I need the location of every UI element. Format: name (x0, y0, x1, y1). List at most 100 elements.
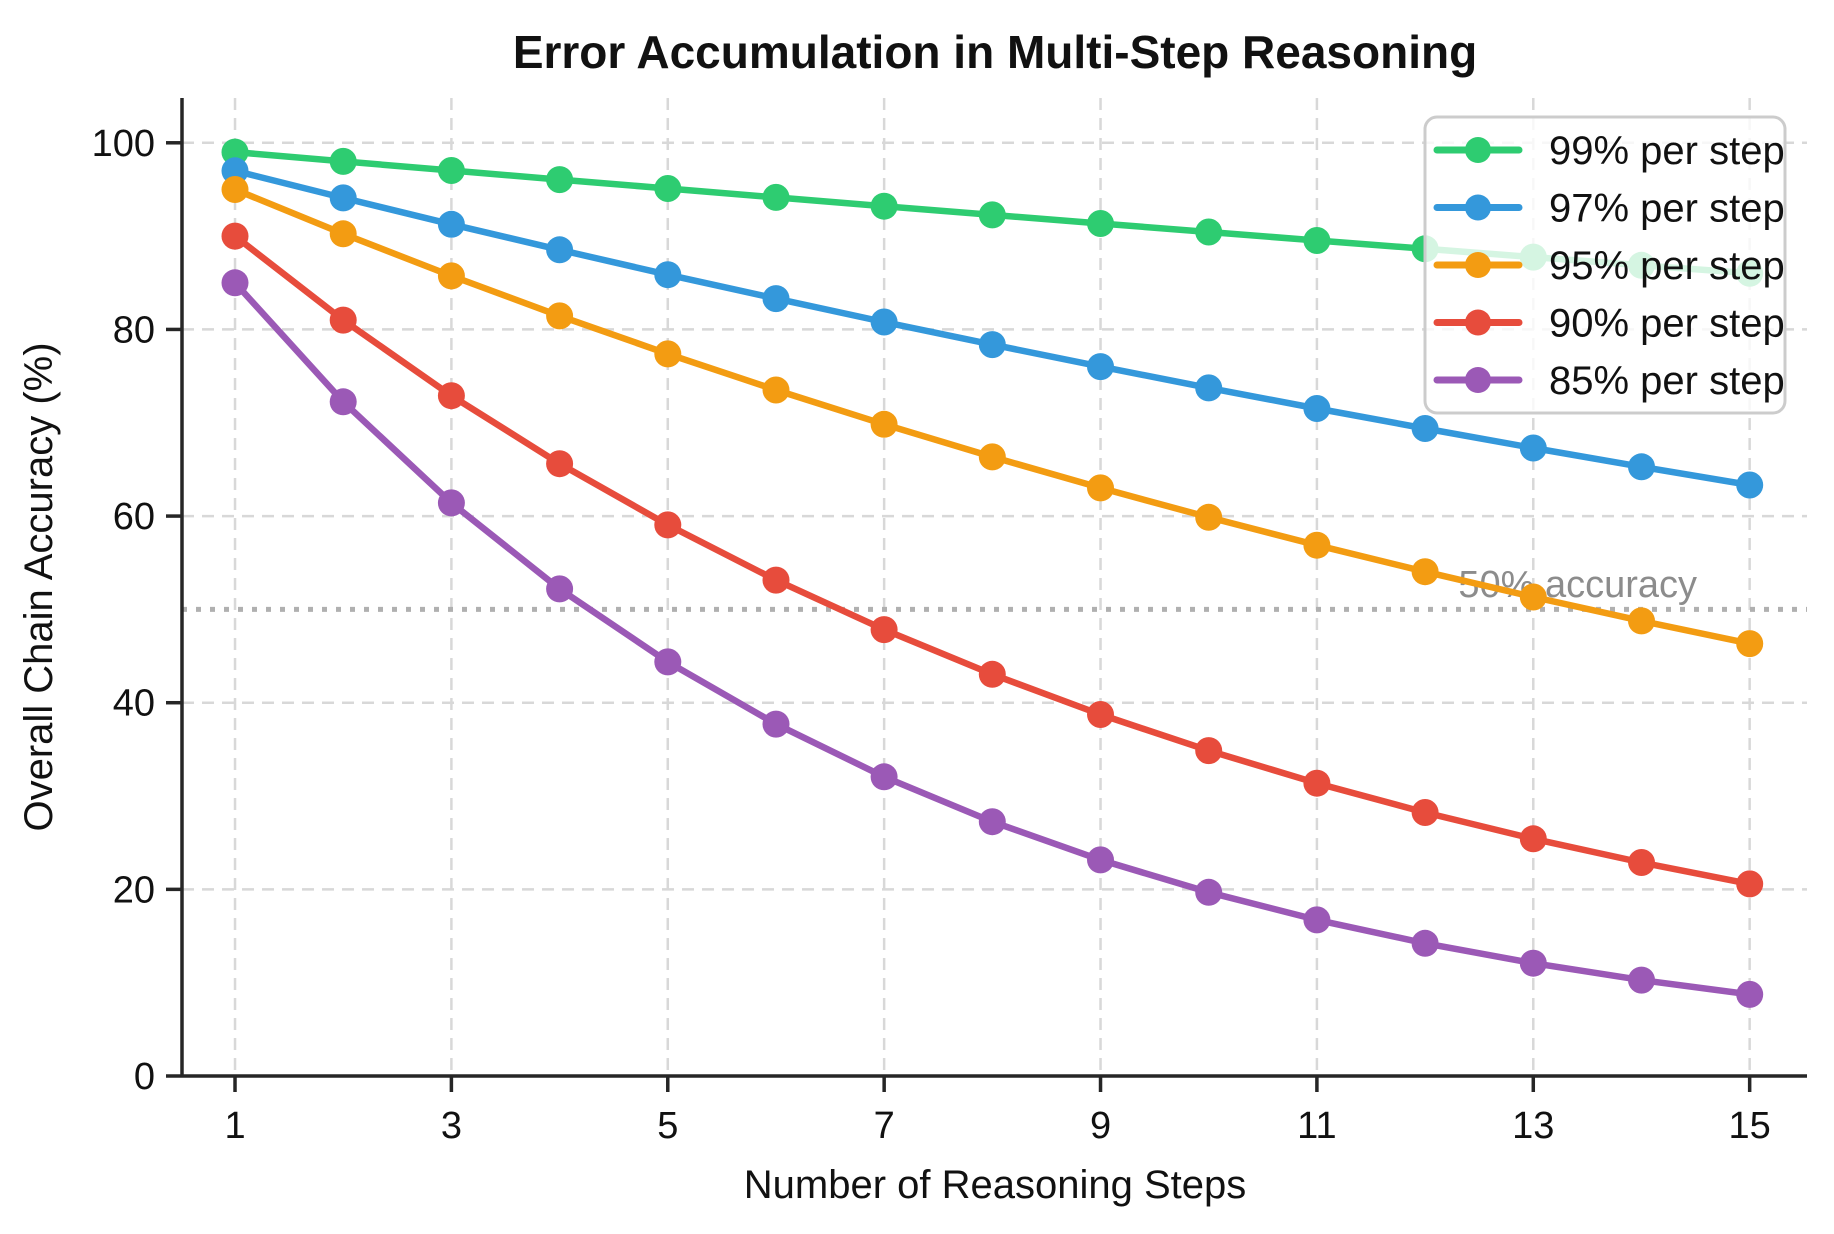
data-point (329, 147, 357, 175)
x-tick-label: 11 (1297, 1105, 1336, 1147)
data-point (1736, 980, 1764, 1008)
data-point (221, 176, 249, 203)
data-point (1303, 769, 1331, 797)
data-point (1628, 849, 1655, 876)
data-point (1628, 607, 1655, 635)
data-point (546, 236, 574, 264)
data-point (1411, 558, 1439, 586)
data-point (329, 220, 357, 248)
x-tick-label: 7 (874, 1105, 895, 1147)
data-point (870, 410, 898, 438)
data-point (437, 157, 465, 184)
data-point (978, 660, 1006, 688)
legend-marker (1465, 194, 1491, 221)
data-point (1519, 825, 1547, 853)
data-point (1519, 583, 1547, 611)
series-95-per-step (221, 176, 1764, 658)
x-tick-label: 15 (1729, 1105, 1771, 1147)
data-point (978, 443, 1006, 471)
data-point (546, 302, 574, 330)
data-point (1411, 799, 1439, 826)
data-point (329, 184, 357, 212)
legend-box (1423, 115, 1787, 415)
legend-item-label: 90% per step (1549, 302, 1785, 346)
data-point (1411, 929, 1439, 957)
y-tick-label: 100 (92, 123, 155, 165)
data-point (1195, 503, 1223, 531)
data-point (654, 175, 682, 202)
chart-title: Error Accumulation in Multi-Step Reasoni… (513, 26, 1477, 78)
data-point (437, 489, 465, 517)
legend-marker (1465, 252, 1491, 278)
series-90-per-step (221, 222, 1764, 898)
data-point (978, 331, 1006, 359)
data-point (437, 210, 465, 238)
axes-layer (166, 98, 1807, 1092)
y-tick-label: 20 (113, 869, 155, 911)
data-point (870, 308, 898, 336)
data-point (1519, 949, 1547, 977)
data-point (221, 269, 249, 297)
data-point (546, 450, 574, 478)
x-tick-label: 13 (1512, 1105, 1554, 1147)
legend-item-label: 97% per step (1549, 187, 1785, 231)
legend-item-label: 99% per step (1549, 129, 1785, 173)
data-point (654, 340, 682, 368)
data-point (546, 575, 574, 603)
legend-item: 95% per step (1433, 244, 1785, 288)
legend-marker (1465, 367, 1491, 393)
legend-item-label: 95% per step (1549, 244, 1785, 288)
data-point (978, 808, 1006, 836)
x-tick-label: 1 (224, 1105, 245, 1147)
legend-item: 90% per step (1433, 302, 1785, 346)
data-point (1628, 966, 1655, 994)
legend-marker (1465, 309, 1491, 336)
data-point (221, 157, 249, 185)
data-point (870, 616, 898, 644)
data-point (1519, 434, 1547, 462)
legend-item: 99% per step (1433, 129, 1785, 173)
x-tick-label: 9 (1090, 1105, 1111, 1147)
data-point (1195, 737, 1223, 765)
data-point (1195, 218, 1223, 246)
data-point (762, 710, 790, 738)
y-tick-label: 0 (134, 1056, 155, 1098)
data-point (1087, 846, 1114, 874)
y-axis-label: Overall Chain Accuracy (%) (17, 342, 61, 831)
data-point (1087, 474, 1114, 502)
data-point (1736, 471, 1764, 499)
legend-item: 97% per step (1433, 187, 1785, 231)
data-point (870, 763, 898, 791)
data-point (762, 183, 790, 211)
data-point (437, 382, 465, 410)
series-97-per-step (221, 157, 1764, 499)
data-point (654, 648, 682, 676)
series-layer (221, 138, 1764, 1008)
reference-line-label: 50% accuracy (1458, 564, 1697, 606)
legend-item: 85% per step (1433, 359, 1785, 403)
data-point (762, 376, 790, 404)
x-tick-label: 3 (441, 1105, 462, 1147)
data-point (1087, 353, 1114, 381)
y-tick-label: 60 (113, 496, 155, 538)
data-point (1195, 878, 1223, 906)
data-point (329, 306, 357, 334)
data-point (1303, 906, 1331, 934)
data-point (1303, 395, 1331, 422)
data-point (1195, 374, 1223, 402)
data-point (1736, 630, 1764, 658)
data-point (762, 285, 790, 313)
data-point (1087, 210, 1114, 237)
legend: 99% per step 97% per step 95% per step 90% … (1423, 115, 1787, 415)
x-axis-label: Number of Reasoning Steps (744, 1163, 1247, 1207)
data-point (654, 511, 682, 539)
data-point (1303, 227, 1331, 254)
data-point (221, 138, 249, 166)
data-point (546, 166, 574, 194)
data-point (978, 201, 1006, 229)
data-point (1303, 531, 1331, 559)
data-point (654, 261, 682, 289)
